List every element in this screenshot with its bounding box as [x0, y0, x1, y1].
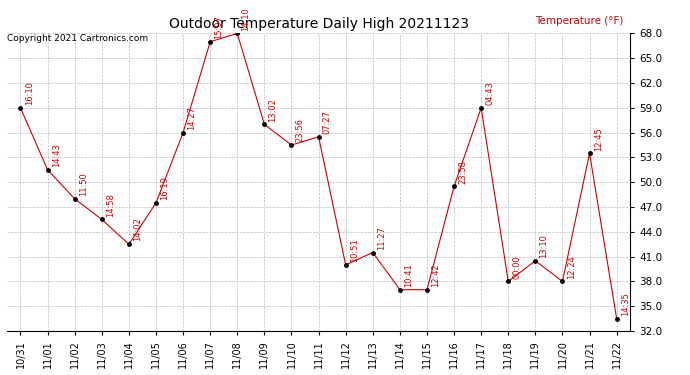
Text: 11:27: 11:27: [377, 226, 386, 250]
Text: 13:10: 13:10: [540, 234, 549, 258]
Text: 16:10: 16:10: [25, 81, 34, 105]
Text: 10:41: 10:41: [404, 263, 413, 287]
Text: 14:35: 14:35: [621, 292, 630, 316]
Text: 14:10: 14:10: [241, 7, 250, 31]
Text: Copyright 2021 Cartronics.com: Copyright 2021 Cartronics.com: [7, 34, 148, 43]
Text: 13:02: 13:02: [268, 98, 277, 122]
Text: 10:51: 10:51: [350, 238, 359, 262]
Text: 14:27: 14:27: [187, 106, 196, 130]
Text: Temperature (°F): Temperature (°F): [535, 16, 623, 26]
Text: 15:07: 15:07: [215, 15, 224, 39]
Text: 11:50: 11:50: [79, 172, 88, 196]
Text: 07:27: 07:27: [323, 110, 332, 134]
Text: 00:00: 00:00: [513, 255, 522, 279]
Text: 12:24: 12:24: [566, 255, 575, 279]
Text: 16:19: 16:19: [160, 176, 169, 200]
Text: 23:58: 23:58: [458, 160, 467, 184]
Text: 04:43: 04:43: [485, 81, 494, 105]
Text: 12:42: 12:42: [431, 263, 440, 287]
Title: Outdoor Temperature Daily High 20211123: Outdoor Temperature Daily High 20211123: [168, 17, 469, 31]
Text: 12:45: 12:45: [593, 127, 603, 150]
Text: 14:58: 14:58: [106, 193, 115, 217]
Text: 14:02: 14:02: [133, 218, 142, 242]
Text: 14:43: 14:43: [52, 143, 61, 167]
Text: 23:56: 23:56: [295, 118, 305, 142]
